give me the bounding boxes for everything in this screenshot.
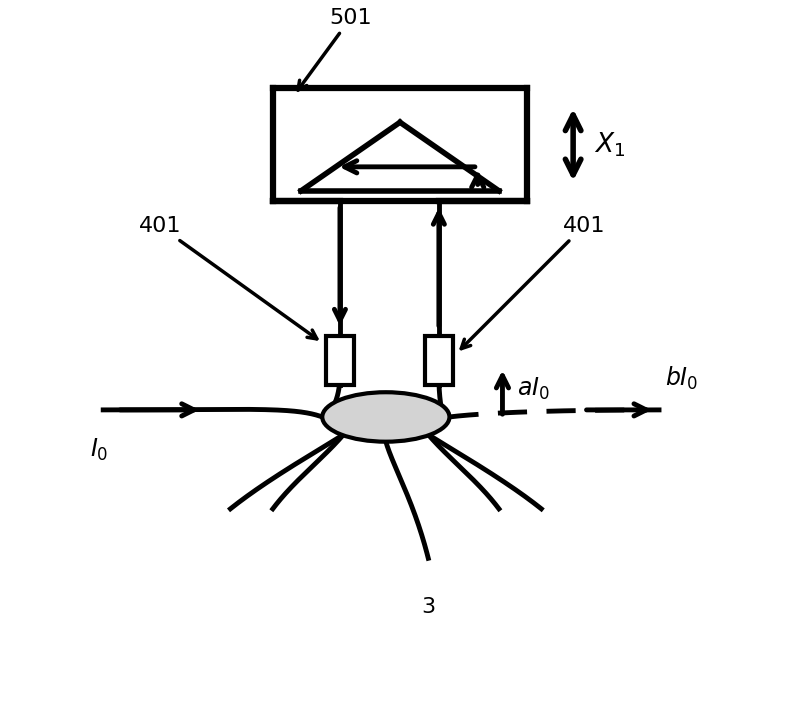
Bar bbox=[425, 336, 453, 385]
Ellipse shape bbox=[322, 392, 450, 441]
Text: 401: 401 bbox=[462, 216, 605, 349]
Text: 501: 501 bbox=[298, 9, 372, 90]
Text: 401: 401 bbox=[138, 216, 317, 339]
Text: 3: 3 bbox=[422, 597, 435, 617]
Text: $bI_0$: $bI_0$ bbox=[665, 365, 698, 392]
Text: $aI_0$: $aI_0$ bbox=[517, 376, 550, 402]
Text: $X_1$: $X_1$ bbox=[594, 130, 626, 159]
Bar bbox=[326, 336, 354, 385]
Text: $I_0$: $I_0$ bbox=[90, 437, 109, 463]
